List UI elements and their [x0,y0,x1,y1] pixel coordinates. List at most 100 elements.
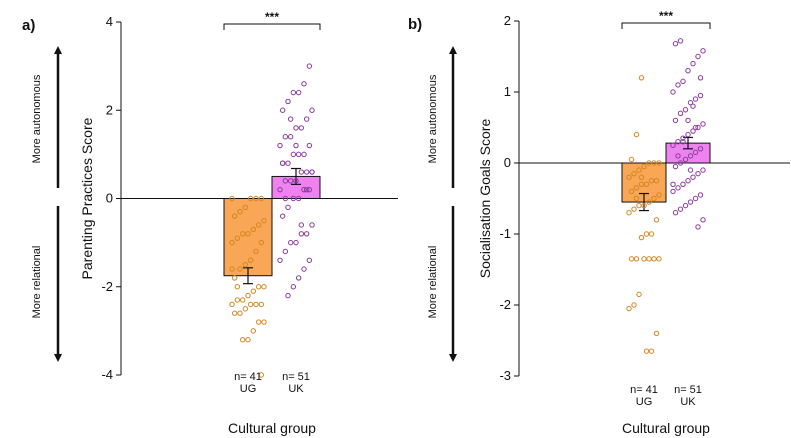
data-point-ug [636,167,642,173]
data-point-ug [648,348,655,354]
data-point-ug [247,301,254,308]
data-point-ug [261,319,267,325]
data-point-uk [685,178,691,184]
data-point-ug [648,178,655,184]
data-point-uk [690,103,696,109]
data-point-ug [648,231,655,237]
data-point-uk [682,156,689,163]
panel-a: a) -4 -2 0 2 4 Parenting Practices Score More a… [22,10,398,436]
data-point-ug [638,174,645,180]
panel-b: b) -3 -2 -1 0 1 2 Socialisation Goals Score More… [408,9,790,436]
data-point-ug [628,188,635,195]
y-axis-title: Socialisation Goals Score [477,119,493,279]
data-point-ug [633,185,640,191]
significance-bracket [223,23,321,30]
data-point-ug [643,181,650,188]
data-point-ug [638,234,645,241]
data-point-uk [695,170,701,177]
data-point-uk [309,169,315,175]
side-label-upper: More autonomous [427,74,439,163]
data-point-uk [685,117,691,124]
data-point-ug [641,256,647,262]
data-point-uk [692,96,699,102]
n-label: n= 51 [282,371,310,383]
data-point-ug [237,209,243,215]
data-point-uk [680,78,686,85]
data-point-ug [628,256,635,262]
y-axis-title: Parenting Practices Score [79,117,95,279]
data-point-uk [692,195,699,202]
data-point-ug [258,195,265,202]
data-point-ug [656,192,662,198]
category-label: UK [288,383,304,395]
data-point-ug [641,163,647,170]
data-point-ug [239,297,246,303]
data-point-uk [695,224,701,230]
data-point-ug [636,202,642,209]
data-point-uk [682,202,689,209]
data-point-uk [700,217,706,223]
data-point-uk [298,125,305,131]
data-point-uk [301,151,307,158]
significance-label: *** [659,9,673,23]
data-point-uk [672,210,679,216]
data-point-uk [670,142,676,148]
significance-label: *** [265,10,279,24]
data-point-uk [279,160,286,166]
data-point-uk [295,151,302,158]
data-point-uk [672,41,679,47]
n-label: n= 51 [674,384,702,396]
data-point-uk [279,107,286,113]
data-point-uk [682,107,689,113]
data-point-uk [287,134,294,140]
y-tick-label: -2 [101,279,113,294]
y-tick-label: -1 [499,226,511,241]
data-point-uk [700,167,706,173]
data-point-ug [245,337,251,343]
data-point-uk [293,142,299,149]
category-label: UG [636,396,653,408]
data-point-ug [250,288,257,294]
data-point-uk [298,231,305,237]
data-point-ug [242,306,249,312]
data-point-ug [234,235,241,241]
data-point-uk [680,135,686,141]
data-point-ug [631,170,637,177]
data-point-uk [670,89,676,95]
data-point-uk [290,195,297,202]
data-point-uk [293,239,299,246]
data-point-ug [231,275,238,281]
data-point-ug [633,195,640,202]
data-point-ug [626,174,632,180]
y-tick-label: 0 [504,155,511,170]
side-label-lower: More relational [427,246,439,319]
data-point-uk [677,206,684,212]
data-point-uk [675,185,681,191]
data-point-uk [692,124,699,131]
y-tick-label: -4 [101,367,113,382]
data-point-uk [303,169,310,175]
data-point-uk [672,163,679,170]
data-point-ug [636,291,642,298]
data-point-uk [697,146,704,152]
data-point-uk [690,174,696,180]
x-axis-title: Cultural group [622,420,710,436]
data-point-uk [290,151,297,158]
data-point-ug [255,284,262,290]
data-point-ug [258,372,265,378]
data-point-uk [700,121,706,127]
data-point-uk [685,131,691,138]
data-point-ug [656,160,662,166]
data-point-ug [247,257,254,263]
data-point-uk [697,92,704,99]
data-point-uk [282,248,289,255]
side-label-upper: More autonomous [31,74,43,163]
data-point-ug [245,231,251,237]
y-tick-label: 4 [106,14,113,29]
category-label: UK [680,396,696,408]
data-point-uk [285,292,291,299]
data-point-ug [646,256,652,262]
data-point-uk [277,142,283,149]
n-label: n= 41 [630,384,658,396]
